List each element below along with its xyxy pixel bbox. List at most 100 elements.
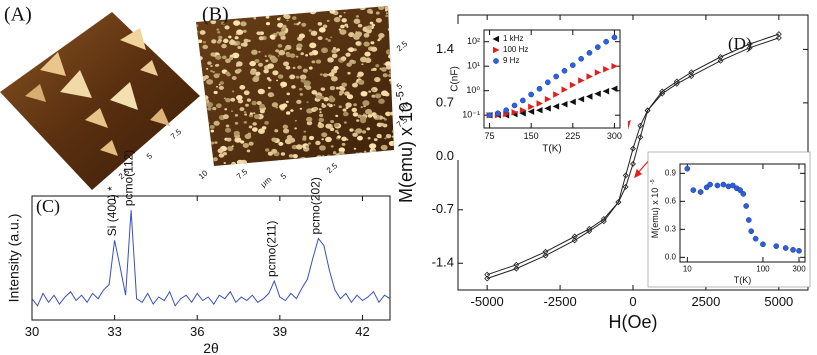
- texture: [311, 90, 318, 95]
- texture: [256, 31, 261, 36]
- texture: [266, 77, 271, 80]
- texture: [333, 104, 336, 106]
- y-tick-label: 0.0: [665, 252, 677, 261]
- texture: [217, 73, 221, 76]
- data-point: [586, 73, 593, 80]
- data-point: [603, 38, 609, 45]
- texture: [278, 17, 282, 19]
- texture: [221, 43, 227, 49]
- texture: [212, 107, 217, 111]
- texture: [360, 90, 368, 97]
- data-point: [586, 228, 593, 235]
- texture: [390, 36, 394, 39]
- data-point: [536, 100, 544, 107]
- image-tick-label: 2.5: [325, 161, 340, 175]
- peak-annotation: pcmo(112): [121, 150, 135, 206]
- texture: [376, 133, 382, 139]
- texture: [276, 160, 283, 166]
- texture: [299, 92, 304, 96]
- texture: [375, 17, 382, 23]
- x-axis-label: T(K): [542, 143, 561, 154]
- image-tick-label: 5: [395, 81, 405, 91]
- texture: [234, 137, 242, 143]
- data-point: [544, 105, 551, 112]
- texture: [252, 112, 256, 115]
- texture: [387, 27, 393, 32]
- peak-annotation: pcmo(202): [309, 177, 323, 234]
- texture: [216, 40, 221, 44]
- y-tick-label: 10⁰: [466, 85, 480, 95]
- texture: [309, 163, 315, 166]
- texture: [253, 114, 260, 120]
- texture: [347, 160, 353, 166]
- data-point: [513, 261, 520, 268]
- texture: [231, 161, 237, 166]
- texture: [355, 32, 359, 35]
- texture: [385, 12, 389, 15]
- texture: [326, 19, 330, 23]
- data-point: [684, 165, 691, 172]
- texture: [355, 152, 359, 156]
- texture: [205, 121, 210, 125]
- texture: [223, 97, 227, 100]
- texture: [360, 106, 364, 109]
- texture: [318, 6, 325, 10]
- texture: [196, 89, 198, 92]
- texture: [217, 31, 221, 34]
- texture: [333, 123, 340, 128]
- data-point: [569, 81, 577, 89]
- x-tick-label: 33: [107, 324, 121, 339]
- y-tick-label: 0.0: [436, 148, 454, 163]
- texture: [352, 132, 358, 137]
- texture: [325, 37, 329, 41]
- texture: [374, 93, 382, 99]
- texture: [330, 75, 338, 82]
- data-point: [746, 44, 753, 51]
- panel-label: (B): [202, 4, 229, 26]
- data-point: [659, 90, 666, 97]
- data-point: [594, 44, 601, 50]
- data-point: [561, 67, 568, 74]
- texture: [335, 153, 341, 157]
- texture: [249, 60, 256, 67]
- texture: [276, 159, 284, 166]
- data-point: [630, 160, 636, 167]
- texture: [228, 56, 234, 61]
- data-point: [569, 62, 576, 69]
- texture: [203, 41, 207, 44]
- data-point: [775, 34, 782, 41]
- texture: [378, 157, 383, 161]
- texture: [305, 85, 312, 90]
- texture: [196, 121, 205, 128]
- texture: [338, 15, 342, 18]
- data-point: [536, 85, 543, 92]
- texture: [319, 73, 323, 76]
- legend-marker: [493, 58, 499, 64]
- texture: [335, 86, 340, 90]
- texture: [315, 159, 322, 165]
- texture: [308, 29, 312, 32]
- texture: [340, 56, 347, 61]
- texture: [325, 136, 332, 143]
- data-point: [690, 187, 697, 193]
- y-axis-label: M(emu) x 10: [396, 102, 416, 203]
- texture: [243, 111, 247, 114]
- texture: [363, 41, 370, 47]
- texture: [322, 24, 328, 29]
- texture: [277, 22, 284, 28]
- data-point: [611, 62, 618, 70]
- texture: [218, 104, 221, 107]
- y-tick-label: 1.4: [436, 41, 454, 56]
- texture: [296, 99, 302, 105]
- texture: [344, 6, 348, 10]
- texture: [196, 160, 201, 166]
- texture: [392, 143, 394, 145]
- texture: [372, 67, 377, 71]
- texture: [200, 95, 206, 100]
- texture: [212, 157, 218, 162]
- texture: [284, 7, 291, 12]
- texture: [284, 162, 289, 166]
- texture: [240, 43, 245, 47]
- texture: [300, 52, 304, 56]
- texture: [328, 72, 335, 77]
